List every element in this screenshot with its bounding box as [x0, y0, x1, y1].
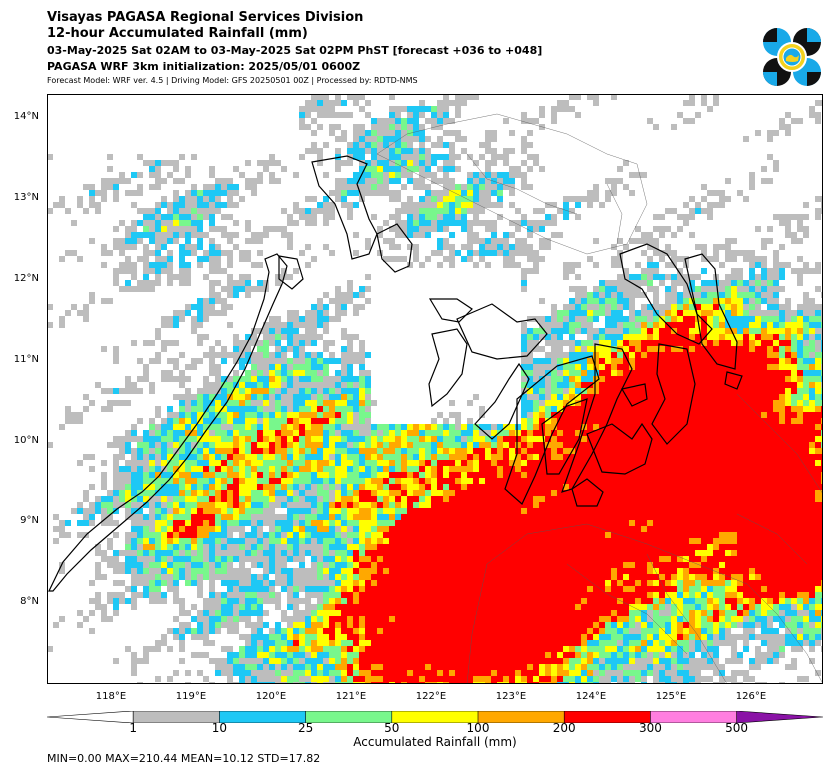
colorbar-tick-label: 200: [552, 721, 576, 735]
province-borders: [376, 113, 823, 684]
lat-label: 10°N: [13, 434, 39, 446]
map-frame: [47, 94, 823, 684]
lat-label: 8°N: [20, 596, 39, 608]
colorbar-tick-label: 10: [211, 721, 228, 735]
model-info: Forecast Model: WRF ver. 4.5 | Driving M…: [47, 76, 418, 85]
lat-label: 14°N: [13, 111, 39, 123]
lon-label: 126°E: [735, 691, 767, 702]
statistics-summary: MIN=0.00 MAX=210.44 MEAN=10.12 STD=17.82: [47, 752, 321, 765]
pagasa-logo-icon: [763, 28, 821, 86]
colorbar-tick-label: 50: [384, 721, 400, 735]
colorbar-tick-label: 1: [129, 721, 137, 735]
lon-label: 122°E: [415, 691, 447, 702]
coastlines: [48, 155, 743, 592]
colorbar-tick-label: 500: [725, 721, 749, 735]
lon-label: 123°E: [495, 691, 527, 702]
rainfall-map: [47, 94, 823, 684]
lat-label: 9°N: [20, 515, 39, 527]
lon-label: 119°E: [175, 691, 207, 702]
colorbar-title: Accumulated Rainfall (mm): [353, 735, 517, 749]
initialization: PAGASA WRF 3km initialization: 2025/05/0…: [47, 60, 361, 73]
map-title: 12-hour Accumulated Rainfall (mm): [47, 26, 308, 41]
colorbar-segment: [736, 711, 823, 723]
lat-label: 13°N: [13, 192, 39, 204]
forecast-period: 03-May-2025 Sat 02AM to 03-May-2025 Sat …: [47, 44, 543, 57]
lon-label: 125°E: [655, 691, 687, 702]
colorbar: [47, 711, 823, 723]
lon-label: 124°E: [575, 691, 607, 702]
lon-label: 120°E: [255, 691, 287, 702]
org-title: Visayas PAGASA Regional Services Divisio…: [47, 10, 364, 25]
colorbar-tick-label: 100: [466, 721, 490, 735]
lat-label: 12°N: [13, 272, 39, 284]
colorbar-tick-label: 25: [297, 721, 314, 735]
lon-label: 118°E: [95, 691, 127, 702]
lat-label: 11°N: [13, 353, 39, 365]
lon-label: 121°E: [335, 691, 367, 702]
colorbar-tick-label: 300: [638, 721, 662, 735]
